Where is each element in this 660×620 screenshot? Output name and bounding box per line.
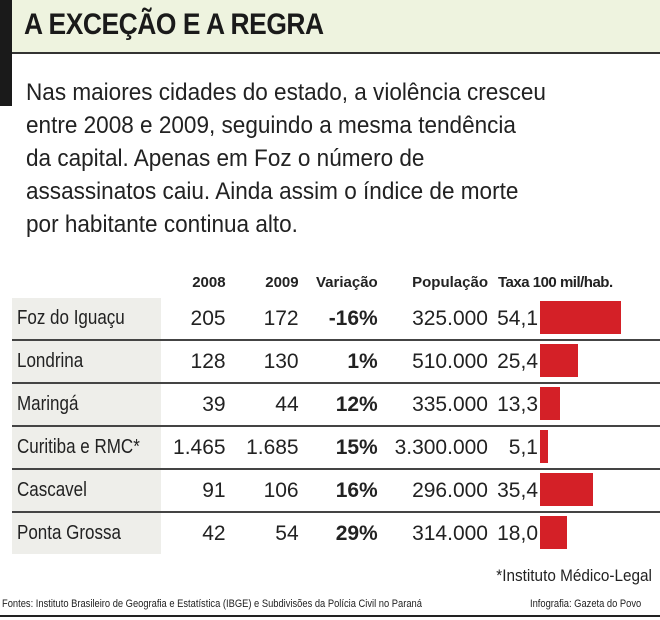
table-row: Cascavel 91 106 16% 296.000 35,4 [12,469,660,513]
value-2008: 42 [202,521,226,545]
city-label: Foz do Iguaçu [17,307,125,329]
population: 335.000 [377,383,488,427]
variation: -16% [298,298,378,341]
rate-label: 54,1 [497,306,538,330]
population: 296.000 [377,469,488,513]
data-table: 2008 2009 Variação População Taxa 100 mi… [12,266,660,554]
bottom-rule [0,615,660,617]
header-variation: Variação [316,273,378,291]
rate-bar [540,301,621,334]
value-2009: 172 [225,298,299,341]
variation: 15% [298,426,378,470]
sources: Fontes: Instituto Brasileiro de Geografi… [2,598,422,610]
population: 3.300.000 [377,426,488,470]
city-label: Maringá [17,393,79,415]
rate-label: 5,1 [508,435,538,459]
intro-line: assassinatos caiu. Ainda assim o índice … [26,178,519,205]
rate-bar [540,473,593,506]
rate-bar [540,430,548,463]
footnote: *Instituto Médico-Legal [496,566,652,585]
table-row: Curitiba e RMC* 1.465 1.685 15% 3.300.000 5,1 [12,426,660,470]
header-rate: Taxa 100 mil/hab. [498,273,613,291]
headline: A EXCEÇÃO E A REGRA [24,8,324,41]
population: 314.000 [412,521,488,545]
rate-cell: 13,3 [488,383,660,427]
table-row: Foz do Iguaçu 205 172 -16% 325.000 54,1 [12,298,660,341]
accent-bar [0,0,12,106]
rate-cell: 18,0 [488,512,660,554]
value-2008: 128 [161,340,226,384]
intro-line: da capital. Apenas em Foz o número de [26,145,425,172]
value-2008: 205 [161,298,226,341]
intro-line: Nas maiores cidades do estado, a violênc… [26,79,546,106]
intro-line: por habitante continua alto. [26,211,298,238]
rate-label: 13,3 [497,392,538,416]
city-name: Curitiba e RMC* [12,426,162,470]
city-name: Foz do Iguaçu [12,298,162,341]
header-population: População [412,273,488,291]
population: 325.000 [377,298,488,341]
city-name: Ponta Grossa [12,512,162,554]
credit: Infografia: Gazeta do Povo [530,598,642,610]
city-name: Maringá [12,383,162,427]
variation: 1% [298,340,378,384]
header-city [12,266,161,298]
value-2008: 91 [161,469,226,513]
variation: 16% [298,469,378,513]
rate-cell: 54,1 [488,298,660,341]
city-name: Cascavel [12,469,162,513]
header-2008: 2008 [192,273,226,291]
value-2009: 1.685 [225,426,299,470]
city-label: Ponta Grossa [17,522,121,544]
rate-cell: 35,4 [488,469,660,513]
population: 510.000 [377,340,488,384]
value-2009: 130 [225,340,299,384]
value-2009: 54 [275,521,299,545]
city-label: Cascavel [17,479,87,501]
rate-bar [540,344,579,377]
table-row: Ponta Grossa 42 54 29% 314.000 18,0 [12,512,660,554]
city-label: Curitiba e RMC* [17,436,140,458]
value-2009: 44 [225,383,299,427]
table-row: Londrina 128 130 1% 510.000 25,4 [12,340,660,384]
intro-text: Nas maiores cidades do estado, a violênc… [26,76,615,241]
rate-cell: 25,4 [488,340,660,384]
variation: 29% [335,521,378,545]
rate-label: 25,4 [497,349,538,373]
rate-label: 35,4 [497,478,538,502]
intro-line: entre 2008 e 2009, seguindo a mesma tend… [26,112,516,139]
header-row: 2008 2009 Variação População Taxa 100 mi… [12,266,660,298]
variation: 12% [298,383,378,427]
value-2008: 1.465 [161,426,226,470]
rate-bar [540,516,567,549]
city-name: Londrina [12,340,162,384]
header-2009: 2009 [265,273,299,291]
rate-bar [540,387,560,420]
rate-label: 18,0 [497,521,538,545]
value-2009: 106 [225,469,299,513]
city-label: Londrina [17,350,84,372]
value-2008: 39 [161,383,226,427]
table-row: Maringá 39 44 12% 335.000 13,3 [12,383,660,427]
title-band [12,0,660,54]
rate-cell: 5,1 [488,426,660,470]
